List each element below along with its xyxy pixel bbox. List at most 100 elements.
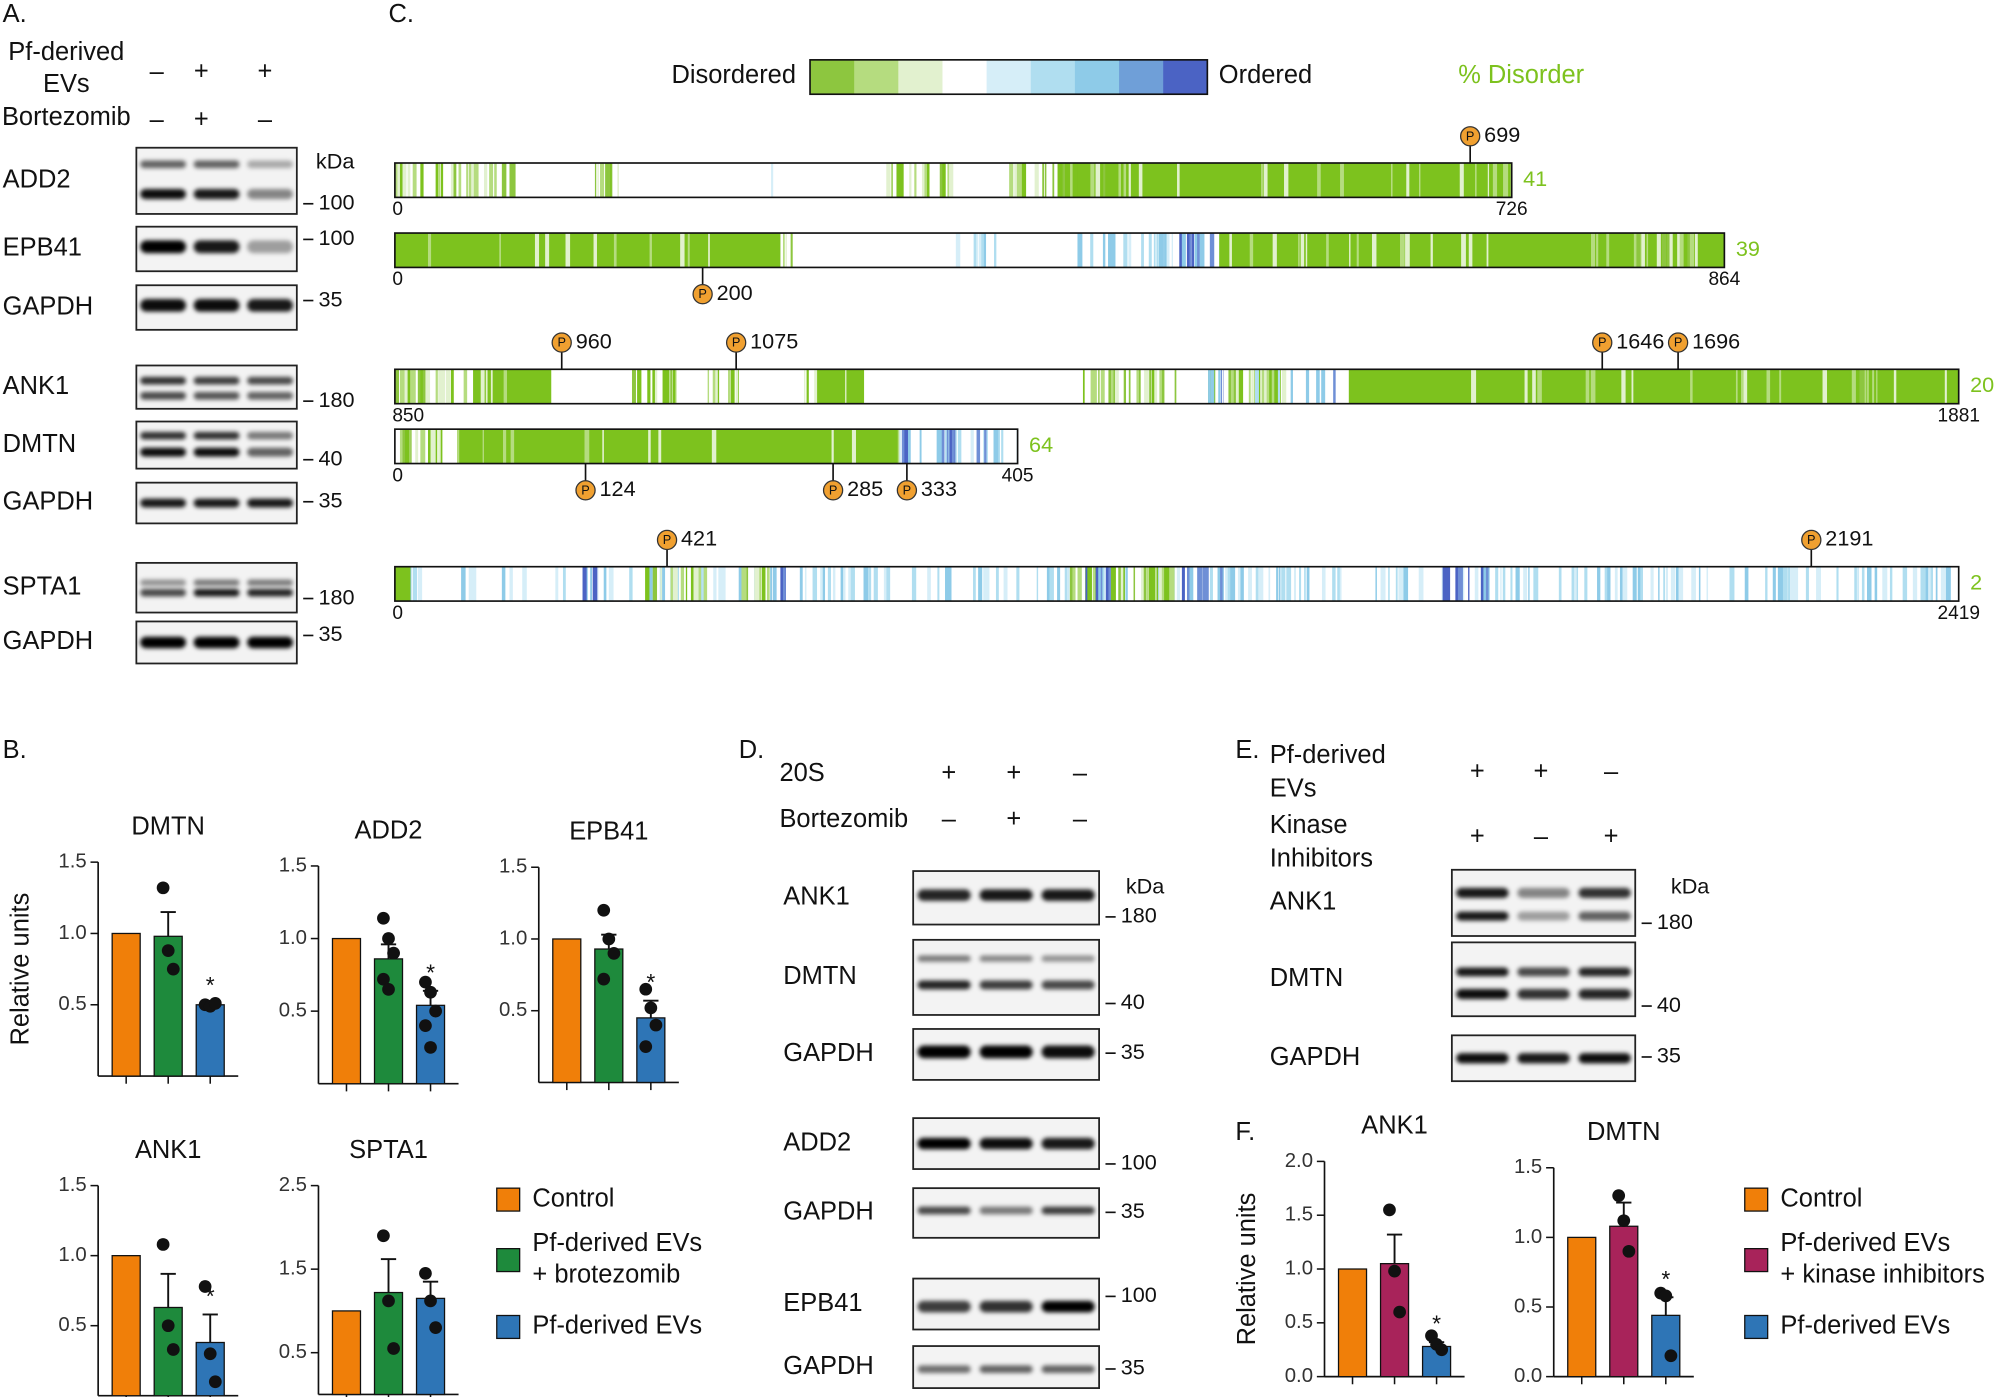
blot-band (1517, 887, 1570, 899)
marker-label: 35 (1121, 1355, 1145, 1380)
blot-band (140, 188, 187, 200)
disorder-stripe (1232, 566, 1236, 602)
disorder-stripe (1044, 163, 1047, 198)
kda-label: kDa (316, 149, 355, 174)
disorder-stripe (1836, 566, 1839, 602)
disorder-region (457, 429, 900, 464)
data-point (419, 1019, 432, 1033)
disorder-stripe (407, 163, 411, 198)
disorder-stripe (1240, 566, 1244, 602)
disorder-stripe (1072, 163, 1078, 198)
disorder-stripe (848, 566, 852, 602)
disorder-stripe (1621, 369, 1626, 404)
disorder-stripe (1276, 566, 1279, 602)
blot-band (1578, 1053, 1631, 1064)
scale-swatch (1074, 59, 1120, 95)
disorder-stripe (998, 429, 1000, 464)
disorder-stripe (1151, 369, 1155, 404)
y-tick-label: 2.0 (1285, 1150, 1313, 1172)
y-tick-label: 0.5 (1285, 1311, 1313, 1333)
disorder-stripe (1189, 233, 1192, 268)
disorder-stripe (1197, 233, 1201, 268)
disorder-stripe (1159, 566, 1162, 602)
disorder-stripe (1442, 566, 1447, 602)
disorder-stripe (949, 429, 954, 464)
disorder-stripe (851, 429, 856, 464)
disorder-stripe (759, 566, 762, 602)
disorder-stripe (662, 566, 666, 602)
disorder-stripe (1149, 369, 1152, 404)
disorder-stripe (1049, 566, 1054, 602)
condition-sign: + (1470, 758, 1485, 786)
disorder-stripe (1816, 566, 1821, 602)
disorder-stripe (438, 369, 443, 404)
y-tick-label: 1.0 (279, 927, 307, 949)
disorder-stripe (897, 429, 900, 464)
disorder-stripe (415, 429, 419, 464)
data-point (1388, 1264, 1401, 1278)
y-tick-label: 0.5 (58, 993, 86, 1015)
disorder-stripe (1418, 566, 1424, 602)
y-tick-label: 1.0 (58, 1244, 86, 1266)
disorder-stripe (471, 163, 475, 198)
disorder-stripe (1788, 566, 1791, 602)
disorder-stripe (1123, 369, 1127, 404)
site-icon (822, 480, 844, 501)
disorder-stripe (1930, 566, 1934, 602)
disorder-stripe (1241, 369, 1244, 404)
disorder-stripe (1675, 566, 1679, 602)
marker-label: 40 (1657, 992, 1681, 1017)
disorder-stripe (417, 566, 423, 602)
disorder-stripe (1042, 163, 1045, 198)
site-label: 124 (600, 476, 636, 501)
disorder-stripe (1340, 163, 1344, 198)
disorder-stripe (1488, 566, 1490, 602)
disorder-stripe (1121, 163, 1125, 198)
disorder-stripe (445, 369, 451, 404)
disorder-stripe (1558, 566, 1562, 602)
disorder-stripe (407, 369, 411, 404)
disorder-stripe (1197, 566, 1201, 602)
disorder-stripe (422, 429, 426, 464)
disorder-stripe (1264, 369, 1269, 404)
disorder-stripe (675, 369, 677, 404)
blot-band (917, 889, 971, 901)
disorder-stripe (1222, 566, 1224, 602)
blot-band (247, 391, 293, 400)
condition-sign: + (1534, 758, 1549, 786)
marker-label: 180 (1121, 903, 1157, 928)
disorder-stripe (1661, 233, 1667, 268)
disorder-stripe (1349, 233, 1351, 268)
blot-band (193, 391, 240, 400)
disorder-stripe (1480, 566, 1485, 602)
disorder-stripe (1186, 233, 1192, 268)
disorder-stripe (1780, 566, 1784, 602)
disorder-stripe (700, 566, 703, 602)
disorder-stripe (1523, 566, 1528, 602)
disorder-title: % Disorder (1458, 61, 1584, 89)
condition-sign: – (150, 106, 165, 134)
disorder-stripe (468, 566, 472, 602)
blot-name: SPTA1 (3, 572, 82, 600)
disorder-stripe (1154, 369, 1158, 404)
disorder-stripe (921, 163, 926, 198)
disorder-stripe (769, 566, 771, 602)
site-label: 2191 (1825, 526, 1873, 551)
disorder-stripe (1100, 163, 1105, 198)
site-label: 333 (921, 476, 957, 501)
percent-disorder: 39 (1736, 236, 1760, 261)
disorder-stripe (1633, 233, 1638, 268)
data-point (424, 985, 437, 999)
disorder-stripe (984, 429, 987, 464)
disorder-stripe (947, 163, 950, 198)
percent-disorder: 2 (1970, 570, 1982, 595)
disorder-stripe (1915, 566, 1918, 602)
disorder-stripe (1278, 566, 1281, 602)
disorder-stripe (1619, 566, 1624, 602)
blot-band (1517, 967, 1570, 977)
disorder-stripe (1166, 233, 1170, 268)
disorder-stripe (1766, 369, 1771, 404)
disorder-stripe (1268, 566, 1271, 602)
